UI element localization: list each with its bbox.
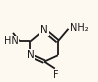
- Text: N: N: [27, 50, 34, 60]
- Text: N: N: [40, 25, 48, 35]
- Text: HN: HN: [4, 36, 19, 46]
- Text: NH₂: NH₂: [70, 23, 88, 33]
- Text: F: F: [53, 70, 59, 80]
